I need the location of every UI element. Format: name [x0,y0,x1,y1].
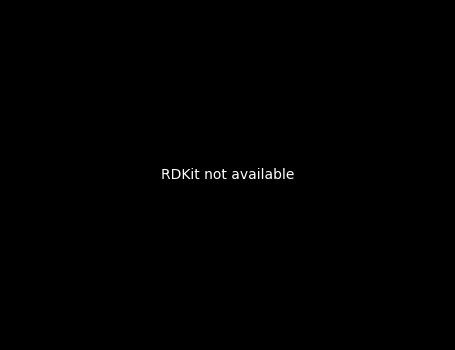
Text: RDKit not available: RDKit not available [161,168,294,182]
